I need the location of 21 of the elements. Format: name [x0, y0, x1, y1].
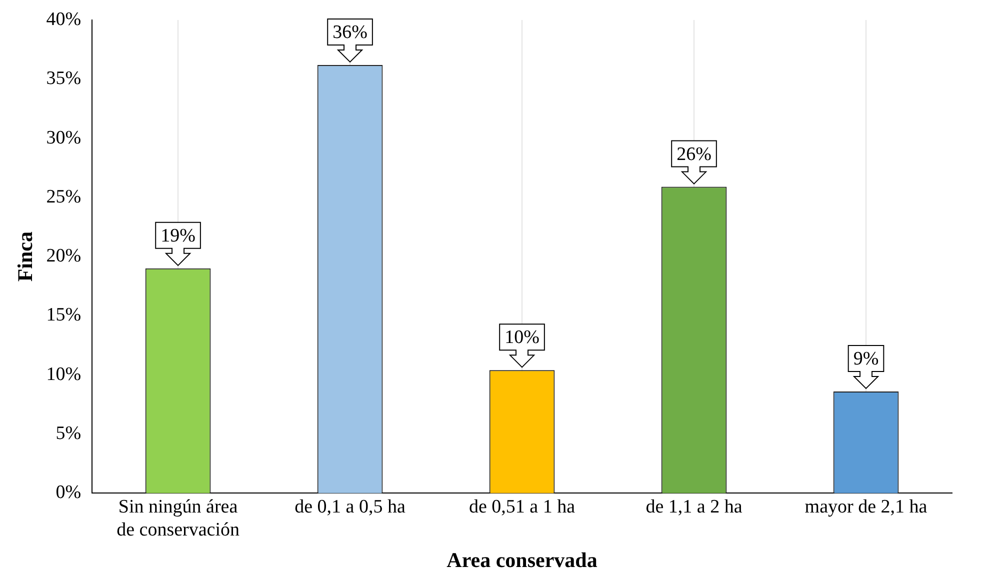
x-axis-title: Area conservada — [446, 548, 598, 572]
y-tick-label: 30% — [46, 127, 82, 148]
y-tick-label: 10% — [46, 364, 82, 385]
y-tick-label: 5% — [56, 423, 82, 444]
y-tick-label: 0% — [56, 482, 82, 504]
x-tick-label: mayor de 2,1 ha — [804, 496, 928, 518]
x-tick-label: Sin ningún área de conservación — [116, 496, 240, 540]
data-label: 19% — [160, 225, 196, 246]
data-label: 9% — [853, 348, 879, 370]
y-tick-label: 15% — [46, 304, 82, 326]
data-label: 36% — [332, 22, 368, 43]
y-tick-label: 40% — [46, 8, 82, 30]
y-tick-label: 35% — [46, 68, 82, 90]
x-tick-label: de 0,1 a 0,5 ha — [294, 496, 406, 518]
data-label: 26% — [676, 144, 712, 165]
y-tick-label: 20% — [46, 246, 82, 267]
y-axis-title: Finca — [13, 231, 38, 282]
x-tick-label: de 0,51 a 1 ha — [468, 496, 576, 518]
x-tick-label: de 1,1 a 2 ha — [646, 496, 743, 518]
data-label: 10% — [504, 327, 540, 348]
y-tick-label: 25% — [46, 186, 82, 208]
